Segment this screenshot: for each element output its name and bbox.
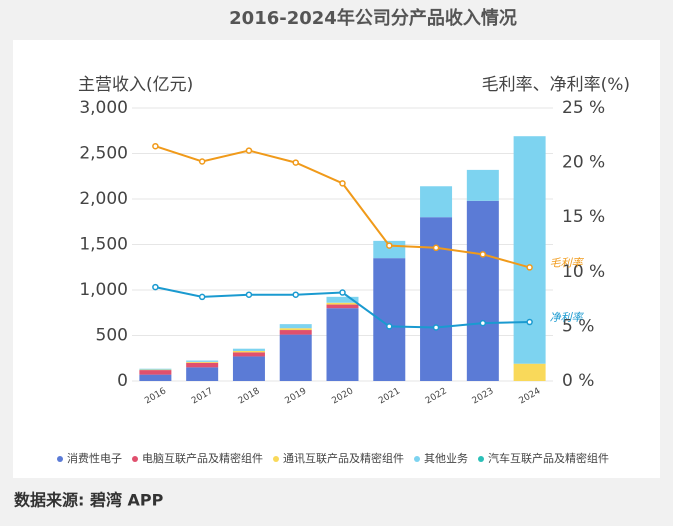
point [480,321,485,326]
bar [280,328,312,330]
y-tick-label: 3,000 [79,98,128,118]
y2-tick-label: 15 % [562,207,605,227]
bar [186,361,218,362]
bar [280,335,312,381]
point [527,265,532,270]
y2-tick-label: 20 % [562,153,605,173]
y-tick-label: 2,500 [79,144,128,164]
point [246,292,251,297]
legend-label: 电脑互联产品及精密组件 [142,451,263,465]
legend-marker [57,456,63,462]
point [434,245,439,250]
y-tick-label: 2,000 [79,189,128,209]
source: 数据来源: 碧湾 APP [14,491,164,510]
legend-label: 汽车互联产品及精密组件 [488,451,609,465]
line-label: 毛利率 [550,256,585,269]
bar [420,217,452,381]
point [153,285,158,290]
point [434,325,439,330]
bar [467,201,499,381]
point [480,252,485,257]
legend-marker [414,456,420,462]
legend-marker [273,456,279,462]
y-tick-label: 0 [117,371,128,391]
legend-label: 其他业务 [424,452,468,465]
bar [280,324,312,328]
bar [233,351,265,352]
point [200,294,205,299]
bar [139,369,171,370]
legend-label: 消费性电子 [67,451,122,465]
point [200,159,205,164]
line-label: 净利率 [550,311,585,324]
point [246,148,251,153]
y-tick-label: 1,000 [79,280,128,300]
y2-tick-label: 25 % [562,98,605,118]
legend-marker [478,456,484,462]
bar [514,364,546,381]
bar [420,186,452,217]
bar [186,367,218,381]
chart-title: 2016-2024年公司分产品收入情况 [229,7,517,29]
point [293,160,298,165]
legend-label: 通讯互联产品及精密组件 [283,451,404,465]
y-tick-label: 1,500 [79,235,128,255]
y2-tick-label: 0 % [562,371,594,391]
bar [280,330,312,335]
bar [327,303,359,305]
point [153,144,158,149]
point [527,320,532,325]
point [293,292,298,297]
legend-marker [132,456,138,462]
bar [233,349,265,351]
y-tick-label: 500 [96,326,128,346]
bar [139,370,171,375]
bar [514,136,546,364]
bar [139,375,171,381]
bar [467,170,499,201]
bar [233,352,265,356]
y2-axis-title: 毛利率、净利率(%) [482,75,630,95]
bar [373,258,405,381]
bar [233,356,265,381]
point [387,324,392,329]
point [340,290,345,295]
bar [327,308,359,381]
y-axis-title: 主营收入(亿元) [78,75,193,95]
bar [186,362,218,363]
bar [186,363,218,368]
point [387,243,392,248]
bar [327,305,359,309]
point [340,181,345,186]
